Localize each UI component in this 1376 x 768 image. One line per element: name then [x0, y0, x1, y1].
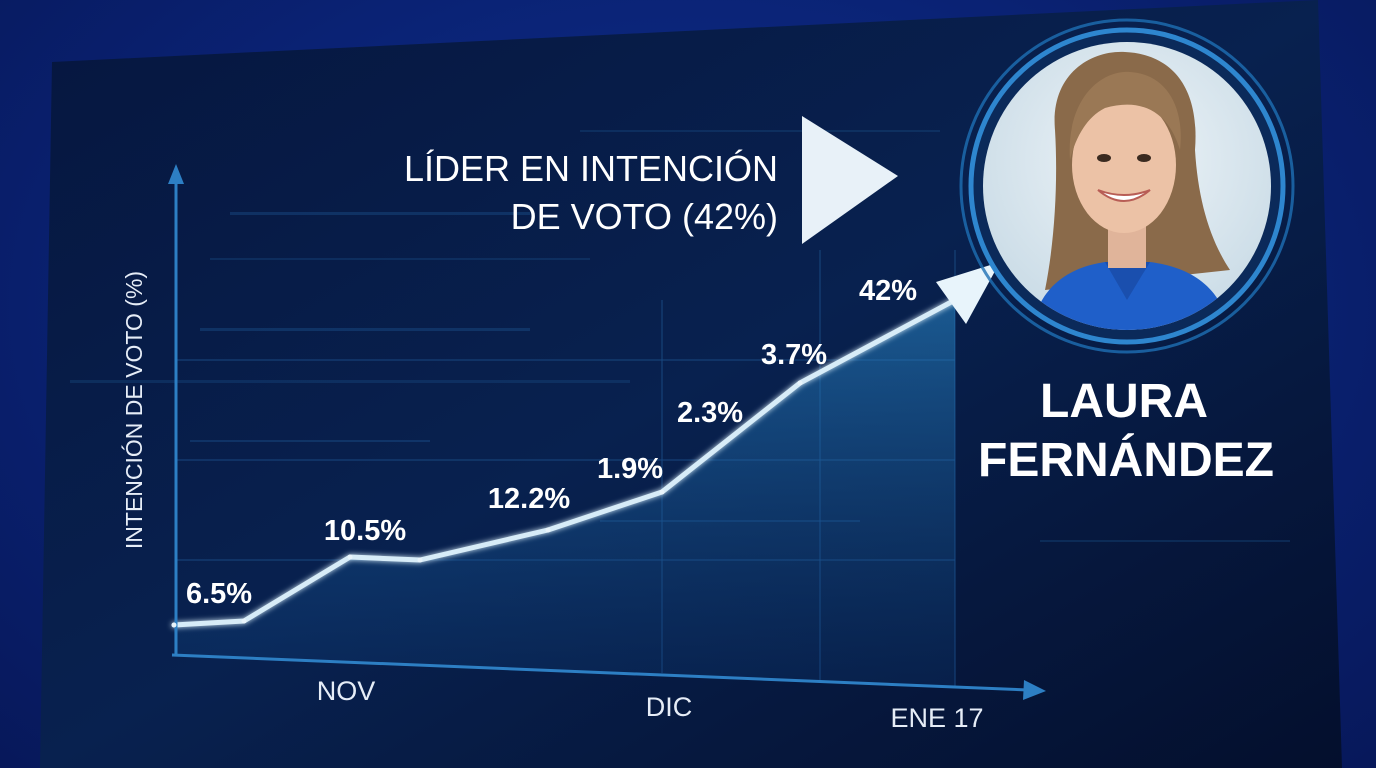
x-tick-label: DIC: [646, 692, 693, 722]
x-tick-labels: NOV DIC ENE 17: [317, 676, 984, 733]
headline-line-2: DE VOTO (42%): [511, 196, 778, 237]
triangle-arrow-icon: [802, 116, 898, 244]
series-point: [171, 622, 177, 628]
data-label: 12.2%: [488, 483, 570, 515]
series-point: [952, 297, 958, 303]
series-points: [171, 297, 958, 628]
candidate-last-name: FERNÁNDEZ: [978, 433, 1274, 487]
data-label: 2.3%: [677, 397, 743, 429]
candidate-portrait: [959, 18, 1295, 354]
series-point: [797, 380, 803, 386]
series-point: [347, 554, 353, 560]
x-axis-arrow-icon: [1023, 680, 1046, 700]
y-axis-arrow-icon: [168, 164, 184, 184]
candidate-first-name: LAURA: [1040, 375, 1208, 428]
data-label: 3.7%: [761, 339, 827, 371]
series-line: [171, 297, 958, 628]
data-label: 1.9%: [597, 453, 663, 485]
x-tick-label: ENE 17: [890, 703, 983, 733]
y-axis-title: INTENCIÓN DE VOTO (%): [121, 271, 147, 549]
series-point: [545, 527, 551, 533]
x-axis: [171, 653, 1029, 692]
data-label: 6.5%: [186, 578, 252, 610]
data-labels: 6.5% 10.5% 12.2% 1.9% 2.3% 3.7% 42%: [186, 275, 917, 610]
headline-line-1: LÍDER EN INTENCIÓN: [404, 148, 778, 189]
series-point: [417, 557, 423, 563]
data-label: 10.5%: [324, 515, 406, 547]
arrow-head-icon: [936, 262, 1000, 324]
x-tick-label: NOV: [317, 676, 376, 706]
series-point: [241, 618, 247, 624]
data-label: 42%: [859, 275, 917, 307]
series-point: [659, 489, 665, 495]
area-fill: [174, 300, 955, 687]
